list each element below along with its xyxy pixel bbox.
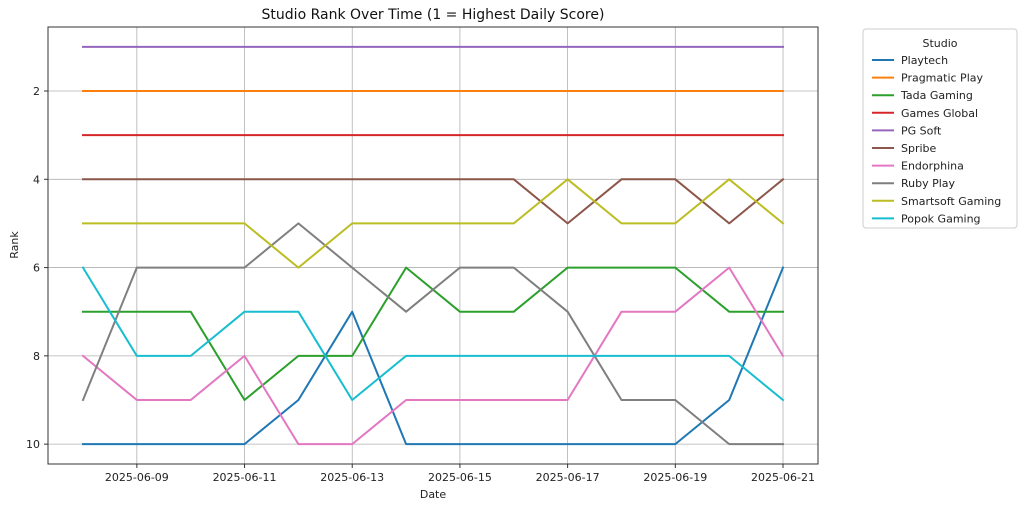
legend-title: Studio [922,37,957,50]
legend: Studio Playtech Pragmatic Play Tada Gaming… [862,28,1018,229]
plot-area [47,26,819,465]
y-tick-label: 8 [33,350,40,363]
legend-label: Spribe [901,142,937,155]
legend-item-tada-gaming: Tada Gaming [872,89,973,102]
legend-item-pragmatic-play: Pragmatic Play [872,72,983,85]
legend-item-endorphina: Endorphina [872,160,964,173]
x-tick-label: 2025-06-09 [105,471,169,484]
x-tick-label: 2025-06-19 [643,471,707,484]
chart-title: Studio Rank Over Time (1 = Highest Daily… [262,7,605,23]
legend-label: Popok Gaming [901,212,981,225]
series-line-tada-gaming [82,266,784,401]
legend-label: Games Global [901,107,978,120]
legend-item-pg-soft: PG Soft [872,124,942,137]
y-axis-ticks: 2 4 6 8 10 [26,85,48,451]
series-line-spribe [82,177,785,225]
legend-items: Playtech Pragmatic Play Tada Gaming Games G… [872,54,1001,225]
x-tick-label: 2025-06-11 [213,471,277,484]
legend-label: Tada Gaming [900,89,973,102]
y-tick-label: 2 [33,85,40,98]
grid [48,27,818,464]
series-line-ruby-play [81,222,784,446]
legend-item-popok-gaming: Popok Gaming [872,212,981,225]
legend-label: Smartsoft Gaming [901,195,1001,208]
legend-label: PG Soft [901,124,942,137]
series-line-playtech [82,266,785,446]
x-axis-label: Date [420,488,447,501]
legend-label: Playtech [901,54,948,67]
legend-item-playtech: Playtech [872,54,948,67]
x-tick-label: 2025-06-17 [536,471,600,484]
x-tick-label: 2025-06-13 [320,471,384,484]
series-line-endorphina [81,266,785,446]
legend-box [862,28,1018,229]
x-tick-label: 2025-06-21 [751,471,815,484]
legend-label: Pragmatic Play [901,72,983,85]
y-tick-label: 6 [33,262,40,275]
y-axis-label: Rank [8,231,21,259]
x-axis-ticks: 2025-06-09 2025-06-11 2025-06-13 2025-06-15… [105,464,815,484]
y-tick-label: 4 [33,173,40,186]
series-line-popok-gaming [81,266,785,402]
series-line-smartsoft-gaming [82,178,785,269]
x-tick-label: 2025-06-15 [428,471,492,484]
legend-item-spribe: Spribe [872,142,937,155]
legend-item-ruby-play: Ruby Play [872,177,956,190]
legend-item-games-global: Games Global [872,107,978,120]
legend-item-smartsoft-gaming: Smartsoft Gaming [872,195,1001,208]
y-tick-label: 10 [26,438,40,451]
series-lines [81,45,785,446]
legend-label: Endorphina [901,160,964,173]
legend-label: Ruby Play [901,177,956,190]
